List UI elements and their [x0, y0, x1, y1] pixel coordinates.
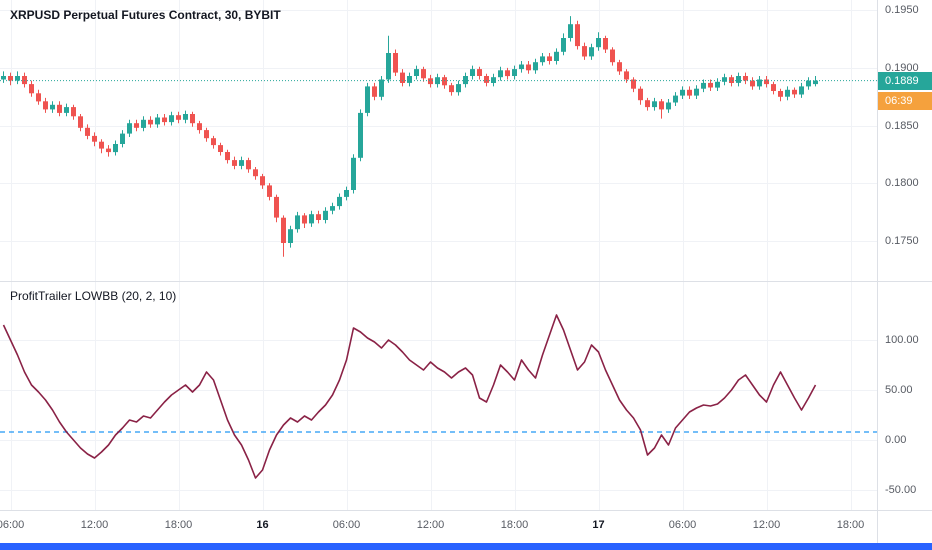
- price-tick-label: 0.00: [885, 434, 907, 446]
- bottom-bar[interactable]: [0, 543, 932, 550]
- candlestick-pane[interactable]: XRPUSD Perpetual Futures Contract, 30, B…: [0, 0, 877, 281]
- time-tick-label: 12:00: [80, 519, 109, 531]
- indicator-title[interactable]: ProfitTrailer LOWBB (20, 2, 10): [10, 289, 177, 303]
- time-tick-label: 18:00: [500, 519, 529, 531]
- indicator-pane[interactable]: ProfitTrailer LOWBB (20, 2, 10): [0, 281, 877, 510]
- last-price-badge: 0.1889: [878, 71, 932, 90]
- price-tick-label: -50.00: [885, 484, 917, 496]
- time-axis-separator: [0, 510, 932, 511]
- chart-main-area: XRPUSD Perpetual Futures Contract, 30, B…: [0, 0, 877, 543]
- time-tick-label: 06:00: [0, 519, 25, 531]
- time-tick-label: 12:00: [416, 519, 445, 531]
- time-tick-label: 12:00: [752, 519, 781, 531]
- time-tick-label: 18:00: [836, 519, 865, 531]
- pane-separator[interactable]: [0, 281, 932, 282]
- time-tick-label: 17: [592, 519, 605, 531]
- symbol-title[interactable]: XRPUSD Perpetual Futures Contract, 30, B…: [10, 8, 281, 22]
- time-tick-label: 06:00: [668, 519, 697, 531]
- price-tick-label: 0.1800: [885, 177, 919, 190]
- candlestick-chart[interactable]: [0, 0, 877, 281]
- price-axis[interactable]: 0.1889 06:39 0.1950 0.1900 0.1850 0.1800 0.1…: [877, 0, 932, 543]
- price-tick-label: 0.1750: [885, 234, 919, 247]
- time-tick-label: 16: [256, 519, 269, 531]
- price-tick-label: 0.1950: [885, 4, 919, 17]
- countdown-badge: 06:39: [878, 91, 932, 110]
- price-tick-label: 100.00: [885, 334, 919, 346]
- price-tick-label: 50.00: [885, 384, 913, 396]
- time-axis[interactable]: 06:00 12:00 18:00 16 06:00 12:00 18:00 17 06:00 1…: [0, 510, 877, 543]
- time-tick-label: 06:00: [332, 519, 361, 531]
- price-tick-label: 0.1850: [885, 119, 919, 132]
- time-tick-label: 18:00: [164, 519, 193, 531]
- price-tick-label: 0.1900: [885, 61, 919, 74]
- indicator-chart[interactable]: [0, 281, 877, 510]
